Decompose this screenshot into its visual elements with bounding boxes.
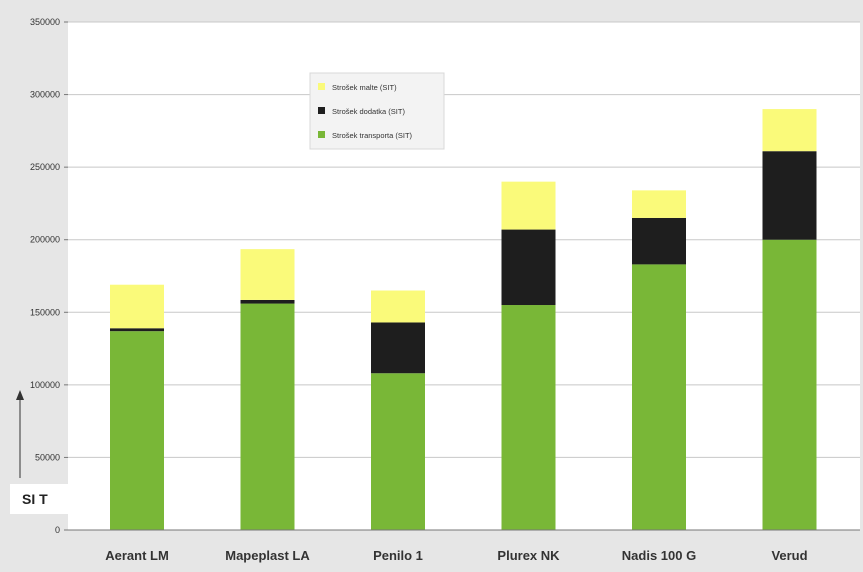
gridlines <box>68 21 860 458</box>
x-tick-label: Nadis 100 G <box>622 548 696 563</box>
bar-segment <box>371 322 425 374</box>
bar-segment <box>632 190 686 218</box>
legend-swatch <box>318 83 325 90</box>
legend: Strošek malte (SIT) Strošek dodatka (SIT)… <box>309 72 445 150</box>
bar-segment <box>632 264 686 530</box>
bar-segment <box>110 284 164 329</box>
plot-background <box>68 22 860 530</box>
bar-segment <box>110 328 164 332</box>
y-tick-label: 50000 <box>35 452 60 462</box>
bar-segment <box>762 109 817 152</box>
y-tick-labels: 0 50000 100000 150000 200000 250000 300000 3500… <box>30 17 68 535</box>
y-tick-label: 250000 <box>30 162 60 172</box>
bar-segment <box>240 299 295 304</box>
bar-segment <box>240 249 295 300</box>
x-tick-labels: Aerant LM Mapeplast LA Penilo 1 Plurex NK Na… <box>105 548 807 563</box>
bars <box>110 109 817 530</box>
legend-swatch <box>318 107 325 114</box>
bar-segment <box>762 151 817 240</box>
y-axis-label: SI T <box>22 491 48 507</box>
bar-segment <box>371 373 425 530</box>
legend-box <box>309 72 445 150</box>
y-tick-label: 350000 <box>30 17 60 27</box>
legend-entry: Strošek dodatka (SIT) <box>332 107 405 116</box>
bar-segment <box>632 217 686 265</box>
legend-entry: Strošek transporta (SIT) <box>332 131 413 140</box>
bar-segment <box>240 303 295 530</box>
x-tick-label: Plurex NK <box>497 548 560 563</box>
legend-entry: Strošek malte (SIT) <box>332 83 397 92</box>
y-tick-label: 300000 <box>30 90 60 100</box>
bar-segment <box>371 290 425 323</box>
y-tick-label: 150000 <box>30 307 60 317</box>
legend-swatch <box>318 131 325 138</box>
y-unit-box <box>10 484 68 514</box>
bar-segment <box>501 305 556 530</box>
bar-segment <box>110 331 164 530</box>
y-tick-label: 100000 <box>30 380 60 390</box>
y-tick-label: 200000 <box>30 235 60 245</box>
y-tick-label: 0 <box>55 525 60 535</box>
bar-segment <box>501 229 556 306</box>
arrow-up-icon <box>16 390 24 400</box>
x-tick-label: Penilo 1 <box>373 548 423 563</box>
bar-segment <box>762 239 817 530</box>
x-tick-label: Mapeplast LA <box>225 548 310 563</box>
bar-segment <box>501 181 556 230</box>
y-axis-unit: SI T <box>10 390 68 514</box>
x-tick-label: Verud <box>771 548 807 563</box>
x-tick-label: Aerant LM <box>105 548 169 563</box>
